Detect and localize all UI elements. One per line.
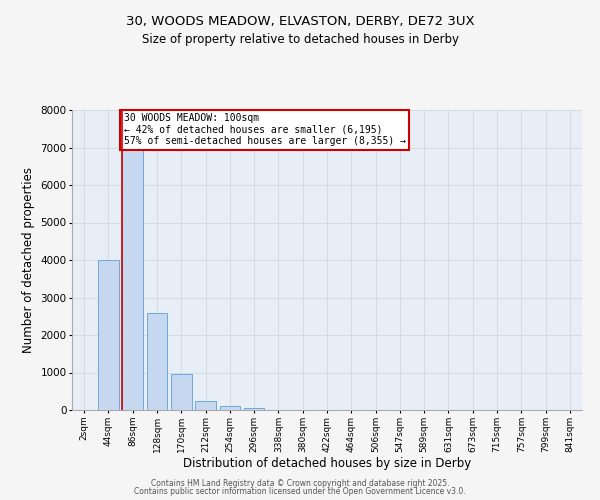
X-axis label: Distribution of detached houses by size in Derby: Distribution of detached houses by size … xyxy=(183,458,471,470)
Bar xyxy=(195,400,216,410)
Text: Contains HM Land Registry data © Crown copyright and database right 2025.: Contains HM Land Registry data © Crown c… xyxy=(151,478,449,488)
Bar xyxy=(171,374,191,410)
Text: 30 WOODS MEADOW: 100sqm
← 42% of detached houses are smaller (6,195)
57% of semi: 30 WOODS MEADOW: 100sqm ← 42% of detache… xyxy=(124,113,406,146)
Bar xyxy=(98,260,119,410)
Text: Contains public sector information licensed under the Open Government Licence v3: Contains public sector information licen… xyxy=(134,487,466,496)
Text: 30, WOODS MEADOW, ELVASTON, DERBY, DE72 3UX: 30, WOODS MEADOW, ELVASTON, DERBY, DE72 … xyxy=(125,15,475,28)
Bar xyxy=(244,408,265,410)
Bar xyxy=(146,312,167,410)
Bar xyxy=(122,140,143,410)
Y-axis label: Number of detached properties: Number of detached properties xyxy=(22,167,35,353)
Bar xyxy=(220,406,240,410)
Text: Size of property relative to detached houses in Derby: Size of property relative to detached ho… xyxy=(142,32,458,46)
